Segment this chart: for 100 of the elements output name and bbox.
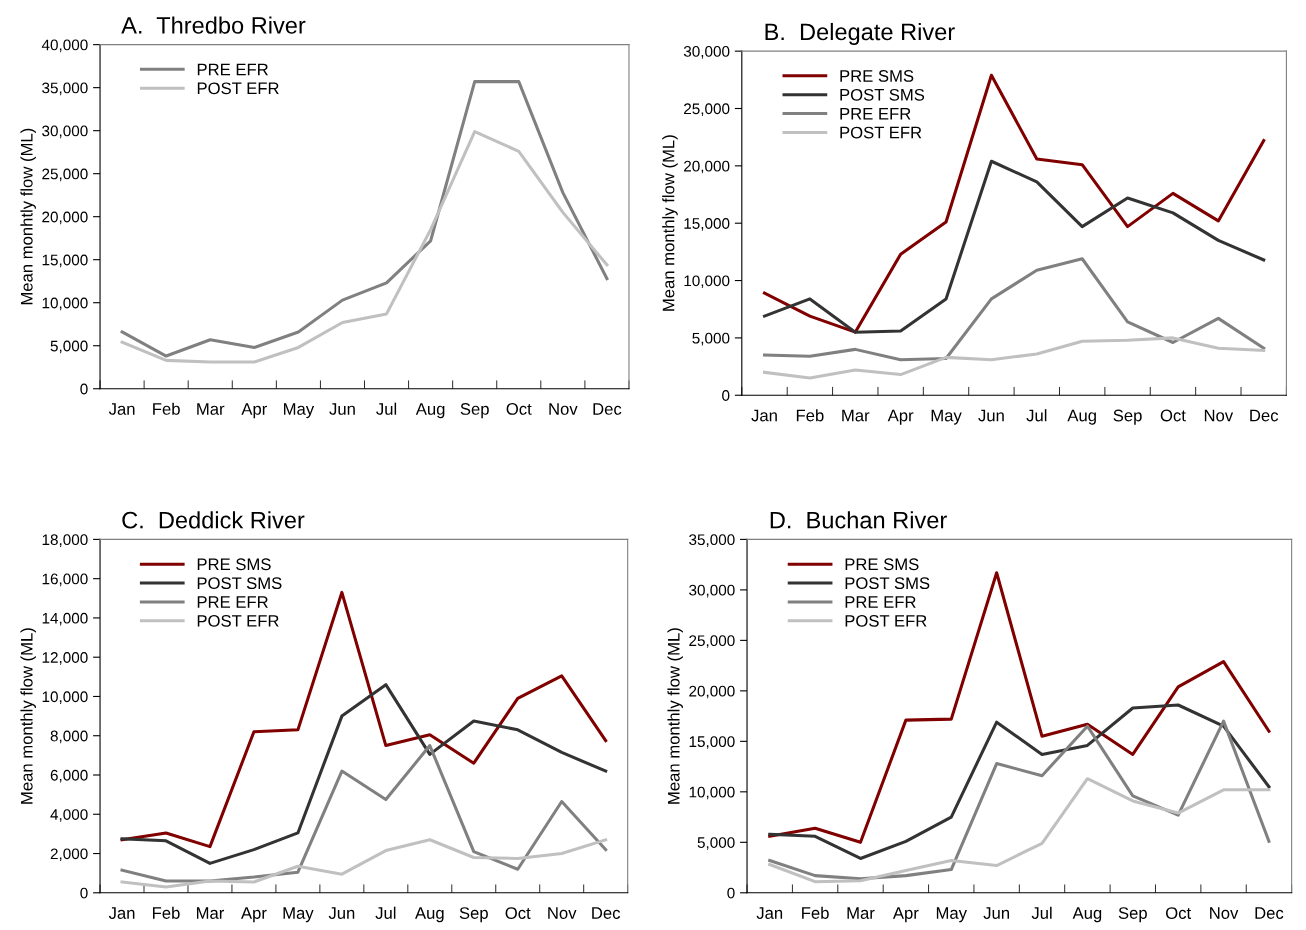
line-series [120,683,608,865]
x-tick-label: Nov [548,907,577,919]
legend-label: POST EFR [840,126,922,139]
y-tick-label: 10,000 [42,691,88,704]
y-tick-label: 18,000 [42,534,88,547]
legend-label: PRE EFR [197,596,268,608]
y-axis-title: Mean monthly flow (ML) [662,135,678,311]
y-tick-label: 15,000 [689,736,735,749]
y-axis-title: Mean monhtly flow (ML) [20,128,36,305]
x-tick-label: Apr [887,409,914,425]
x-tick-label: Jun [329,403,355,415]
y-tick-label: 25,000 [42,168,88,182]
legend-label: POST EFR [845,614,927,627]
x-tick-label: Mar [842,409,870,422]
x-tick-label: Sep [1113,409,1142,425]
x-tick-label: Oct [506,403,532,415]
x-tick-label: Dec [1250,409,1279,422]
legend-label: POST SMS [197,577,282,590]
x-tick-label: Aug [1072,907,1102,923]
x-tick-label: Dec [1255,907,1284,919]
y-tick-label: 0 [80,887,88,899]
x-tick-label: Nov [1210,907,1239,919]
x-tick-label: Jun [983,907,1009,919]
y-tick-label: 0 [722,390,730,401]
x-tick-label: Jul [376,402,397,415]
y-tick-label: 5,000 [692,332,730,346]
y-tick-label: 20,000 [684,160,730,174]
legend-label: POST EFR [197,614,279,627]
line-series [768,777,1271,884]
x-tick-label: Apr [892,907,919,923]
x-tick-label: Oct [1166,907,1192,919]
line-series [120,838,608,889]
legend-label: PRE EFR [845,596,916,608]
x-tick-label: Dec [592,907,621,919]
x-tick-label: Jun [978,409,1004,422]
x-tick-label: Aug [1067,409,1096,425]
x-tick-label: Sep [459,907,488,923]
x-tick-label: May [936,907,967,923]
y-tick-label: 10,000 [689,786,735,800]
x-tick-label: Jan [108,403,135,415]
x-tick-label: Feb [153,906,180,919]
y-tick-label: 30,000 [689,584,735,598]
x-tick-label: Aug [415,907,444,923]
y-tick-label: 6,000 [50,769,88,783]
line-series [762,336,1266,380]
line-series [120,744,608,883]
line-series [762,159,1266,334]
chart-title: C. Deddick River [122,511,305,529]
y-tick-label: 20,000 [42,211,88,225]
x-tick-label: Oct [1160,409,1186,422]
x-tick-label: Feb [153,402,180,415]
line-series [120,80,609,358]
y-tick-label: 35,000 [42,82,88,96]
y-tick-label: 10,000 [684,275,730,289]
x-tick-label: Dec [593,403,622,415]
x-tick-label: Jul [1031,906,1052,919]
line-series [768,719,1271,881]
y-tick-label: 12,000 [42,652,88,665]
chart-title: D. Buchan River [770,511,947,529]
x-tick-label: Oct [505,907,531,919]
y-tick-label: 25,000 [689,635,735,648]
x-tick-label: Feb [796,409,824,422]
x-tick-label: Jul [1026,409,1047,422]
legend-label: POST SMS [840,88,925,101]
x-tick-label: Jun [328,907,355,919]
x-tick-label: May [283,907,314,923]
y-tick-label: 30,000 [683,46,730,59]
legend-label: PRE SMS [197,558,271,571]
x-tick-label: Apr [241,403,267,419]
y-tick-label: 0 [727,887,735,899]
x-tick-label: May [931,409,962,425]
y-tick-label: 30,000 [42,125,88,139]
x-tick-label: Mar [197,403,225,415]
y-tick-label: 10,000 [42,297,88,311]
y-tick-label: 14,000 [42,612,88,626]
y-tick-label: 16,000 [42,573,88,587]
x-tick-label: Jan [751,409,777,422]
x-tick-label: Aug [415,403,445,419]
legend-label: PRE SMS [840,70,914,82]
y-tick-label: 8,000 [50,730,88,744]
x-tick-label: Jul [375,906,396,919]
y-tick-label: 15,000 [42,254,88,268]
y-axis-title: Mean monthly flow (ML) [667,628,683,804]
legend-label: POST EFR [197,82,279,95]
x-tick-label: Mar [847,907,875,919]
x-tick-label: Feb [802,906,829,919]
legend-label: POST SMS [845,577,930,590]
legend-label: PRE EFR [197,63,268,76]
y-tick-label: 5,000 [50,340,88,354]
x-tick-label: Sep [1118,907,1147,923]
x-tick-label: May [284,403,315,419]
y-tick-label: 35,000 [689,534,735,547]
y-tick-label: 0 [80,383,88,395]
line-series [768,571,1271,844]
line-series [762,257,1266,362]
y-axis-title: Mean monthly flow (ML) [20,628,36,804]
y-tick-label: 40,000 [41,39,88,53]
chart-title: A. Thredbo River [121,16,306,34]
y-tick-label: 5,000 [697,837,735,850]
x-tick-label: Sep [460,403,489,419]
